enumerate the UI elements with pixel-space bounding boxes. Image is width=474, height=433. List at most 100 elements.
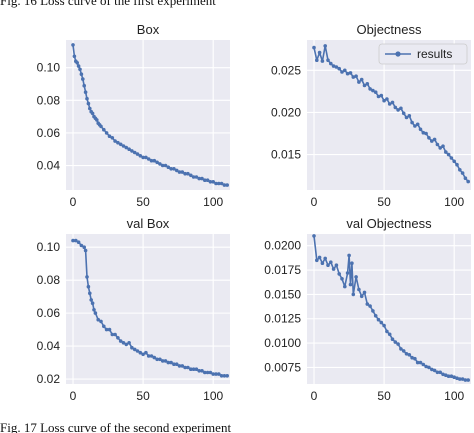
x-tick-label: 0 <box>70 389 77 403</box>
data-point <box>390 100 395 105</box>
data-point <box>222 183 227 187</box>
chart-panel-objectness: 0 50 100 0.015 0.020 0.025 Objectness results <box>271 22 471 209</box>
data-point <box>113 332 117 337</box>
x-tick-label: 50 <box>377 195 391 209</box>
data-point <box>194 367 199 372</box>
data-point <box>71 43 75 47</box>
data-point <box>191 175 196 179</box>
data-point <box>124 145 129 150</box>
data-point <box>345 71 350 76</box>
data-point <box>334 65 339 69</box>
data-point <box>135 152 140 156</box>
data-point <box>163 359 168 363</box>
data-point <box>401 349 406 353</box>
y-tick-label: 0.0075 <box>264 360 301 374</box>
data-point <box>387 332 392 337</box>
data-point <box>329 61 333 66</box>
data-point <box>110 332 115 337</box>
y-tick-label: 0.020 <box>271 105 301 119</box>
chart-panel-box: 0 50 100 0.04 0.06 0.08 0.10 Box <box>37 22 230 209</box>
data-point <box>365 302 370 306</box>
data-point <box>337 66 342 71</box>
data-point <box>432 137 437 142</box>
y-tick-label: 0.02 <box>37 372 61 386</box>
data-point <box>326 263 330 268</box>
data-point <box>362 290 367 295</box>
data-point <box>350 261 354 266</box>
x-tick-labels: 0 50 100 <box>311 195 465 209</box>
data-point <box>410 120 414 125</box>
data-point <box>155 357 159 362</box>
data-point <box>110 136 115 140</box>
data-point <box>329 260 333 265</box>
data-point <box>104 327 109 332</box>
x-tick-label: 50 <box>136 389 150 403</box>
series-markers <box>312 234 471 382</box>
data-point <box>393 340 398 344</box>
data-point <box>347 253 351 258</box>
data-point <box>466 378 471 382</box>
data-point <box>104 131 109 135</box>
data-point <box>127 147 131 151</box>
y-tick-label: 0.08 <box>37 273 61 287</box>
data-point <box>127 341 131 345</box>
data-point <box>396 108 400 112</box>
data-point <box>315 58 319 62</box>
data-point <box>132 150 137 155</box>
chart-title: Box <box>137 22 160 37</box>
data-point <box>376 94 381 99</box>
data-point <box>102 127 106 132</box>
data-point <box>435 142 440 147</box>
data-point <box>163 163 168 168</box>
chart-panel-val-box: 0 50 100 0.02 0.04 0.06 0.08 0.10 val Box <box>37 216 230 403</box>
data-point <box>116 140 120 145</box>
data-point <box>200 369 204 373</box>
data-point <box>155 160 159 165</box>
data-point <box>95 118 99 122</box>
figure-caption-top: Fig. 16 Loss curve of the first experime… <box>0 0 216 8</box>
data-point <box>197 369 201 373</box>
data-point <box>390 337 395 342</box>
y-tick-labels: 0.04 0.06 0.08 0.10 <box>37 61 61 173</box>
chart-title: val Objectness <box>346 216 432 231</box>
data-point <box>323 44 328 48</box>
data-point <box>75 61 79 65</box>
data-point <box>86 101 91 106</box>
y-tick-label: 0.0125 <box>264 312 301 326</box>
data-point <box>354 74 358 78</box>
data-point <box>81 77 85 81</box>
data-point <box>92 308 96 312</box>
data-point <box>418 127 423 132</box>
data-point <box>373 314 378 318</box>
data-point <box>460 377 465 381</box>
plot-area <box>66 234 230 384</box>
data-point <box>449 156 454 160</box>
x-tick-label: 100 <box>444 195 464 209</box>
data-point <box>96 317 100 322</box>
data-point <box>404 115 409 120</box>
y-tick-label: 0.0100 <box>264 336 301 350</box>
data-point <box>458 377 462 381</box>
data-point <box>85 96 89 101</box>
legend: results <box>378 43 468 65</box>
data-point <box>138 350 143 355</box>
y-tick-label: 0.04 <box>37 339 61 353</box>
data-point <box>446 152 451 157</box>
x-tick-labels: 0 50 100 <box>70 389 224 403</box>
data-point <box>317 255 322 260</box>
chart-title: val Box <box>127 216 170 231</box>
data-point <box>78 67 82 72</box>
data-point <box>418 360 423 365</box>
data-point <box>152 158 157 163</box>
data-point <box>113 139 117 143</box>
data-point <box>219 374 224 378</box>
data-point <box>130 149 134 153</box>
data-point <box>337 272 342 276</box>
data-point <box>90 111 95 116</box>
data-point <box>208 180 213 184</box>
data-point <box>452 375 457 380</box>
data-point <box>424 131 428 136</box>
y-tick-label: 0.0150 <box>264 287 301 301</box>
data-point <box>466 179 471 184</box>
x-tick-label: 50 <box>136 195 150 209</box>
